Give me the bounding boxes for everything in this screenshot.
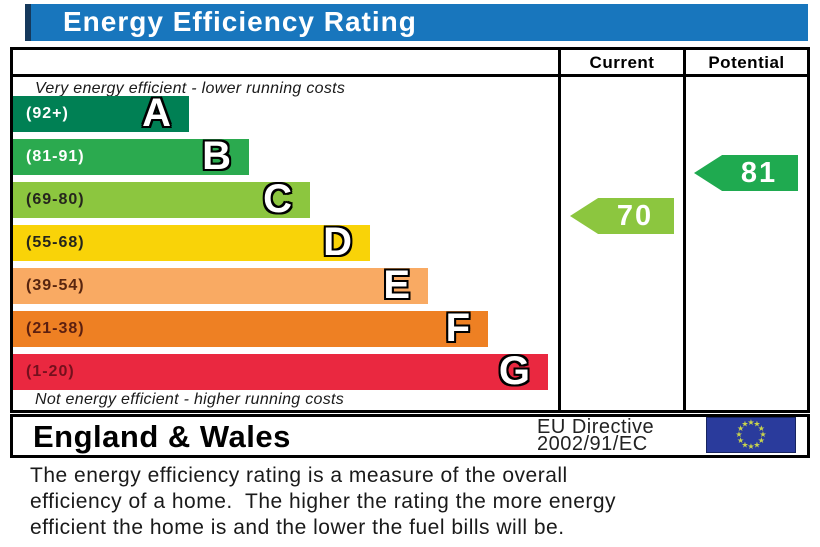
band-range-G: (1-20) — [26, 363, 75, 380]
potential-rating-value: 81 — [740, 156, 778, 189]
band-row-G: (1-20) G — [13, 349, 548, 393]
band-range-C: (69-80) — [26, 191, 85, 208]
eu-flag-icon: ★ ★ ★ ★ ★ ★ ★ ★ ★ ★ ★ ★ — [706, 417, 796, 453]
current-rating-value: 70 — [616, 199, 654, 232]
band-letter-C: C — [263, 177, 292, 221]
potential-column-divider — [683, 50, 686, 410]
eu-directive-line1: EU Directive — [537, 416, 655, 438]
description-line-1: The energy efficiency rating is a measur… — [30, 464, 568, 487]
band-letter-E: E — [383, 263, 410, 307]
band-letter-D: D — [323, 220, 352, 264]
band-range-D: (55-68) — [26, 234, 85, 251]
band-range-A: (92+) — [26, 105, 69, 122]
band-letter-F: F — [445, 306, 470, 350]
page-title: Energy Efficiency Rating — [25, 4, 808, 41]
band-row-E: (39-54) E — [13, 263, 428, 307]
rating-chart: Current Potential Very energy efficient … — [10, 47, 810, 413]
potential-column-header: Potential — [708, 53, 785, 72]
band-row-B: (81-91) B — [13, 134, 249, 178]
current-rating-arrow: 70 — [570, 198, 674, 234]
region-label: England & Wales — [33, 419, 291, 454]
band-range-F: (21-38) — [26, 320, 85, 337]
band-range-B: (81-91) — [26, 148, 85, 165]
current-column-divider — [558, 50, 561, 410]
band-row-A: (92+) A — [13, 91, 189, 135]
band-letter-B: B — [202, 134, 231, 178]
description-text: The energy efficiency rating is a measur… — [30, 463, 810, 541]
eu-directive-line2: 2002/91/EC — [537, 433, 648, 455]
footer-box: England & Wales EU Directive 2002/91/EC … — [10, 414, 810, 458]
band-row-D: (55-68) D — [13, 220, 370, 264]
very-efficient-note: Very energy efficient - lower running co… — [35, 80, 346, 97]
current-column-header: Current — [589, 53, 655, 72]
header-divider-line — [13, 74, 807, 77]
band-letter-A: A — [142, 91, 171, 135]
band-row-C: (69-80) C — [13, 177, 310, 221]
band-letter-G: G — [498, 349, 530, 393]
band-range-E: (39-54) — [26, 277, 85, 294]
band-row-F: (21-38) F — [13, 306, 488, 350]
description-line-2: efficiency of a home. The higher the rat… — [30, 490, 617, 513]
rating-bands: (92+) A (81-91) B (69-80) C (55-68) D (39-54) E (2… — [13, 91, 548, 397]
potential-rating-arrow: 81 — [694, 155, 798, 191]
not-efficient-note: Not energy efficient - higher running co… — [35, 391, 345, 408]
eu-directive-label: EU Directive 2002/91/EC — [537, 416, 655, 455]
description-line-3: efficient the home is and the lower the … — [30, 516, 565, 539]
